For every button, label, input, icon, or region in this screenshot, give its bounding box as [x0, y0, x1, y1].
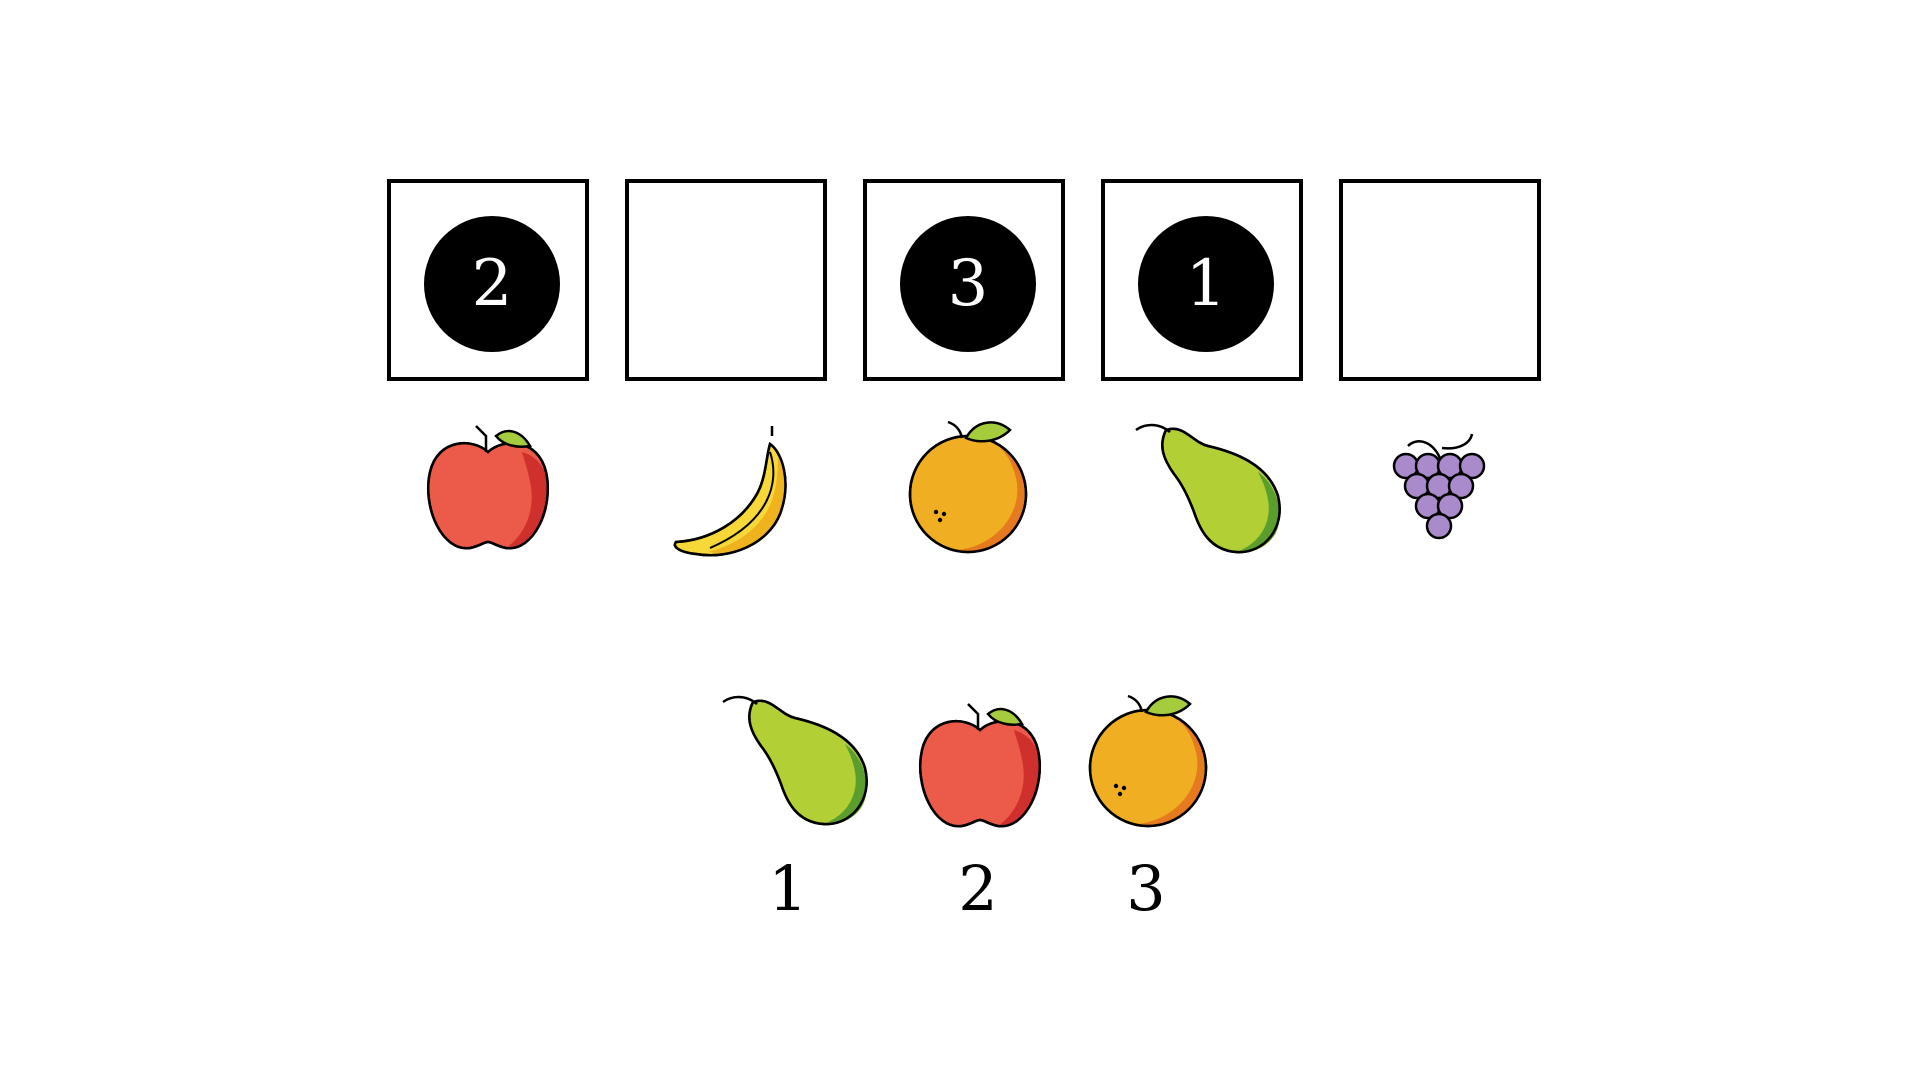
choice-label-2: 2 — [958, 852, 998, 925]
pear-icon[interactable] — [1130, 418, 1296, 558]
order-marker-1: 2 — [424, 216, 560, 352]
choice-orange-icon[interactable] — [1080, 690, 1216, 830]
choice-label-1: 1 — [768, 852, 808, 925]
order-marker-4: 1 — [1138, 216, 1274, 352]
choice-label-3: 3 — [1126, 852, 1166, 925]
choice-pear-icon[interactable] — [717, 690, 883, 830]
choice-apple-icon[interactable] — [910, 690, 1050, 838]
slot-1[interactable]: 2 — [387, 179, 589, 381]
slot-3[interactable]: 3 — [863, 179, 1065, 381]
orange-icon[interactable] — [900, 416, 1036, 556]
grapes-icon[interactable] — [1386, 422, 1496, 552]
slot-2[interactable] — [625, 179, 827, 381]
slot-5[interactable] — [1339, 179, 1541, 381]
apple-icon[interactable] — [418, 412, 558, 560]
banana-icon[interactable] — [670, 422, 800, 562]
slot-4[interactable]: 1 — [1101, 179, 1303, 381]
order-marker-3: 3 — [900, 216, 1036, 352]
